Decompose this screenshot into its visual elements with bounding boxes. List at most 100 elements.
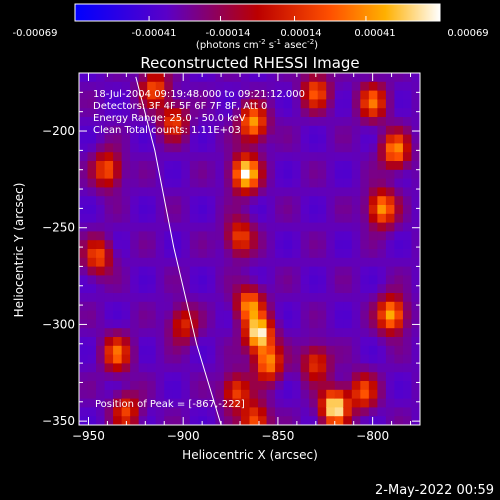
heat-cell <box>121 301 131 312</box>
heat-cell <box>232 249 242 259</box>
heat-cell <box>215 337 225 347</box>
heat-cell <box>223 187 234 197</box>
heat-cell <box>266 389 276 400</box>
heat-cell <box>223 275 234 285</box>
heat-cell <box>368 257 378 268</box>
heat-cell <box>309 328 319 338</box>
heat-cell <box>198 169 208 180</box>
heat-cell <box>394 310 404 320</box>
heat-cell <box>87 90 97 100</box>
heat-cell <box>411 249 420 259</box>
heat-cell <box>130 134 140 144</box>
heat-cell <box>249 73 259 83</box>
colorbar-ticks <box>74 16 441 21</box>
heat-cell <box>394 319 404 329</box>
heat-cell <box>360 117 370 127</box>
heat-cell <box>240 161 251 171</box>
heat-cell <box>326 205 336 215</box>
heat-cell <box>87 275 97 285</box>
heat-cell <box>130 301 140 312</box>
heat-cell <box>351 337 361 347</box>
heat-cell <box>292 372 302 382</box>
heat-cell <box>96 354 106 364</box>
heat-cell <box>155 345 165 356</box>
heat-cell <box>189 152 199 162</box>
heat-cell <box>317 407 327 417</box>
heat-cell <box>206 169 217 180</box>
heat-cell <box>334 108 344 118</box>
heat-cell <box>164 178 174 188</box>
heat-cell <box>309 257 319 268</box>
heat-cell <box>334 187 344 197</box>
heat-cell <box>181 345 191 356</box>
heat-cell <box>249 249 259 259</box>
heat-cell <box>292 231 302 241</box>
heat-cell <box>326 372 336 382</box>
heat-cell <box>258 389 268 400</box>
heat-cell <box>138 389 148 400</box>
heat-cell <box>377 372 387 382</box>
heat-cell <box>79 284 89 294</box>
heat-cell <box>206 293 217 303</box>
heat-cell <box>215 169 225 180</box>
heat-cell <box>275 407 285 417</box>
heat-cell <box>232 257 242 268</box>
heat-cell <box>189 108 199 118</box>
heat-cell <box>309 249 319 259</box>
colorbar-tick-label-4: 0.00041 <box>354 28 395 39</box>
heat-cell <box>275 161 285 171</box>
heat-cell <box>343 222 353 232</box>
heat-cell <box>206 266 217 276</box>
heat-cell <box>164 319 174 329</box>
heat-cell <box>317 416 327 425</box>
heat-cell <box>164 310 174 320</box>
heat-cell <box>258 99 268 109</box>
y-tick-label-3: −350 <box>42 414 75 428</box>
heat-cell <box>343 143 353 153</box>
heat-cell <box>334 363 344 373</box>
heat-cell <box>138 161 148 171</box>
heat-cell <box>283 196 293 206</box>
x-tick-label-2: −850 <box>261 429 294 443</box>
heat-cell <box>300 240 310 250</box>
heat-cell <box>377 187 387 197</box>
heat-cell <box>377 143 387 153</box>
heat-cell <box>189 90 199 100</box>
heat-cell <box>249 99 259 109</box>
heat-cell <box>326 284 336 294</box>
heat-cell <box>300 381 310 391</box>
heat-cell <box>232 293 242 303</box>
heat-cell <box>79 398 89 408</box>
heat-cell <box>351 301 361 312</box>
heat-cell <box>172 389 182 400</box>
heat-cell <box>240 249 251 259</box>
heat-cell <box>164 372 174 382</box>
heat-cell <box>113 372 123 382</box>
heat-cell <box>138 240 148 250</box>
heat-cell <box>249 363 259 373</box>
heat-cell <box>385 372 396 382</box>
heat-cell <box>147 416 157 425</box>
heat-cell <box>385 257 396 268</box>
heat-cell <box>223 372 234 382</box>
heat-cell <box>368 372 378 382</box>
heat-cell <box>104 257 114 268</box>
heat-cell <box>266 99 276 109</box>
heat-cell <box>334 222 344 232</box>
heat-cell <box>87 99 97 109</box>
heat-cell <box>164 187 174 197</box>
heat-cell <box>411 213 420 224</box>
heat-cell <box>334 293 344 303</box>
heat-cell <box>411 169 420 180</box>
heat-cell <box>79 152 89 162</box>
heat-cell <box>300 152 310 162</box>
heat-cell <box>147 345 157 356</box>
heat-cell <box>402 266 413 276</box>
heat-cell <box>326 275 336 285</box>
heat-cell <box>309 310 319 320</box>
heat-cell <box>292 169 302 180</box>
heat-cell <box>96 169 106 180</box>
heat-cell <box>147 319 157 329</box>
heat-cell <box>275 178 285 188</box>
heat-cell <box>402 240 413 250</box>
